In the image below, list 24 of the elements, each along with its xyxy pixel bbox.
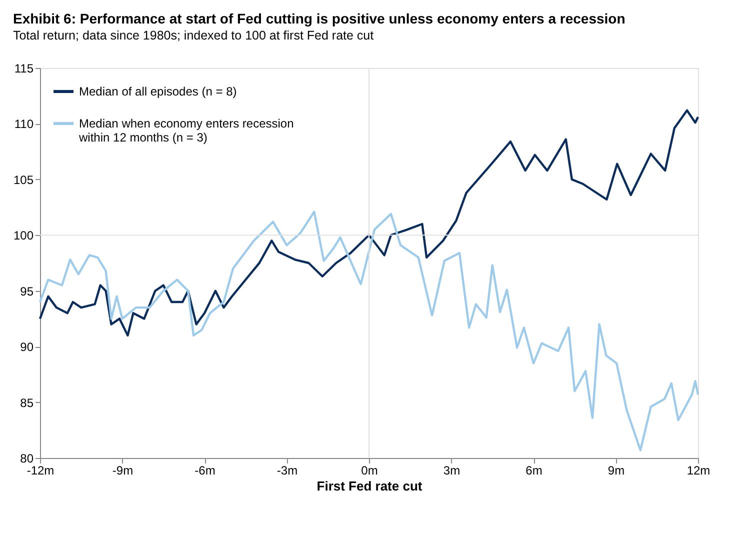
x-tick-label: 0m <box>361 464 378 478</box>
y-tick-label: 95 <box>20 284 34 298</box>
legend-label: Median when economy enters recession within 12 months (n = 3) <box>78 116 294 144</box>
legend-label: Median of all episodes (n = 8) <box>79 84 237 98</box>
x-tick-label: -3m <box>276 464 298 478</box>
y-tick-label: 90 <box>20 340 34 354</box>
x-tick-label: 3m <box>443 464 460 478</box>
y-tick-label: 110 <box>14 117 34 132</box>
chart-subtitle: Total return; data since 1980s; indexed to 100 at first Fed rate cut <box>12 28 374 42</box>
y-tick-label: 80 <box>20 452 34 466</box>
x-tick-label: 6m <box>526 464 542 478</box>
y-tick-label: 85 <box>20 396 34 410</box>
x-tick-label: -12m <box>26 464 54 478</box>
y-tick-label: 105 <box>13 172 34 187</box>
line-series <box>38 109 700 337</box>
x-tick-label: -6m <box>194 464 216 478</box>
line-series <box>38 210 700 452</box>
x-axis-title: First Fed rate cut <box>316 478 423 494</box>
y-tick-label: 115 <box>14 62 34 76</box>
x-tick-label: 12m <box>686 464 710 478</box>
x-tick-label: 9m <box>608 464 625 478</box>
x-tick-label: -9m <box>112 464 134 478</box>
y-tick-label: 100 <box>13 228 34 243</box>
chart-title: Exhibit 6: Performance at start of Fed cutting is positive unless economy enters a recession <box>12 10 626 26</box>
